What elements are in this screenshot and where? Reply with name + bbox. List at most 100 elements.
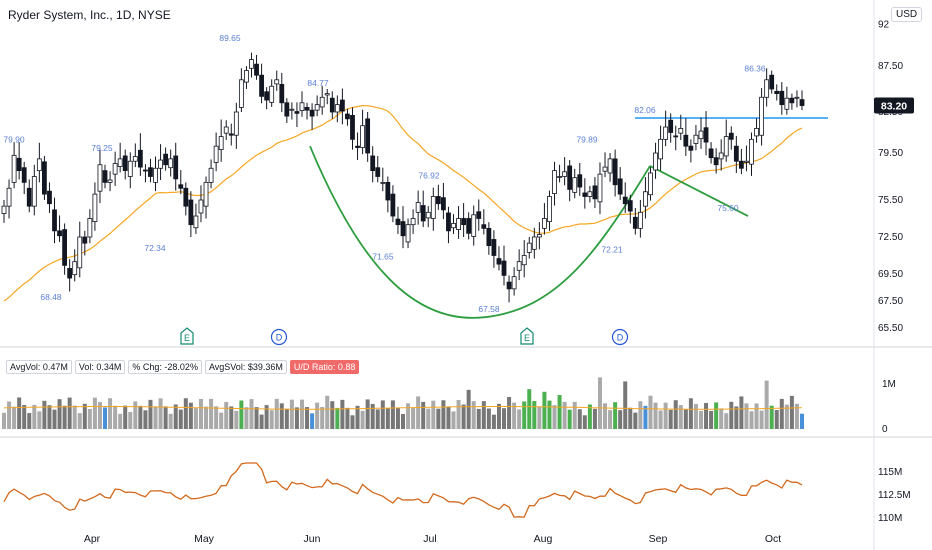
candle-body xyxy=(430,196,436,219)
candle-body xyxy=(577,174,583,188)
event-label: E xyxy=(524,333,530,343)
candle-body xyxy=(299,102,305,112)
volume-bar xyxy=(52,409,57,429)
candle-body xyxy=(506,281,512,290)
candle-body xyxy=(617,178,623,195)
candle-body xyxy=(168,158,174,169)
volume-bar xyxy=(82,403,87,429)
candle-body xyxy=(764,79,770,98)
candle-body xyxy=(683,134,689,147)
volume-bar xyxy=(416,396,421,429)
candle-body xyxy=(153,167,158,183)
indicator-tick-label: 115M xyxy=(878,467,902,478)
candle-body xyxy=(87,218,93,238)
candle-body xyxy=(435,196,441,205)
candle-body xyxy=(481,224,487,229)
volume-bar xyxy=(128,412,133,429)
candle-body xyxy=(158,159,163,169)
price-marker-label: 67.58 xyxy=(478,304,500,314)
candle-body xyxy=(738,160,744,169)
volume-bar xyxy=(62,405,67,429)
time-tick-label: May xyxy=(194,533,215,545)
volume-bar xyxy=(269,410,274,429)
price-tick-label: 67.50 xyxy=(878,296,903,307)
volume-bar xyxy=(325,395,330,429)
candle-body xyxy=(769,74,775,90)
candle-body xyxy=(1,205,7,214)
candle-body xyxy=(319,96,325,108)
volume-bar xyxy=(274,398,279,429)
volume-bar xyxy=(193,408,198,429)
volume-bar xyxy=(204,406,209,429)
volume-bar xyxy=(759,410,764,429)
currency-badge[interactable]: USD xyxy=(891,7,923,22)
volume-bar xyxy=(87,408,92,429)
event-label: D xyxy=(617,333,624,343)
candle-body xyxy=(708,148,714,159)
volume-bar xyxy=(72,405,77,429)
volume-bar xyxy=(608,410,613,429)
candle-body xyxy=(203,181,209,207)
dividend-event-icon xyxy=(270,328,288,346)
candle-body xyxy=(269,85,275,103)
volume-bar xyxy=(693,403,698,429)
volume-bar xyxy=(582,415,587,429)
volume-bar xyxy=(264,405,269,429)
price-tick-label: 65.50 xyxy=(878,323,903,334)
time-tick-label: Aug xyxy=(534,533,553,545)
candle-body xyxy=(244,70,249,83)
volume-stat: AvgVol: 0.47M xyxy=(6,360,72,374)
volume-stat: Vol: 0.34M xyxy=(74,360,126,374)
volume-bar xyxy=(683,409,688,429)
volume-bar xyxy=(224,402,229,429)
volume-bar xyxy=(234,410,239,429)
candle-body xyxy=(582,192,588,197)
volume-bar xyxy=(330,401,335,429)
volume-bar xyxy=(108,398,113,429)
candle-body xyxy=(208,167,214,183)
time-tick-label: Apr xyxy=(84,533,101,545)
candle-body xyxy=(441,197,446,211)
candle-body xyxy=(67,268,73,279)
candle-body xyxy=(198,199,204,214)
candle-body xyxy=(733,145,739,162)
volume-bar xyxy=(183,398,188,429)
indicator-tick-label: 110M xyxy=(878,513,902,524)
price-tick-label: 92 xyxy=(878,20,890,31)
handle-line xyxy=(649,165,749,217)
candle-body xyxy=(309,109,315,117)
candle-body xyxy=(521,255,527,266)
candle-body xyxy=(72,261,78,276)
candle-body xyxy=(496,258,502,265)
candle-body xyxy=(97,164,103,192)
candle-body xyxy=(410,218,416,226)
candle-body xyxy=(238,79,244,108)
candle-body xyxy=(688,145,694,151)
candle-body xyxy=(779,90,785,106)
volume-bar xyxy=(350,415,355,429)
candle-body xyxy=(264,91,270,101)
candle-body xyxy=(511,276,517,290)
volume-bar xyxy=(219,412,224,429)
time-tick-label: Oct xyxy=(765,533,781,545)
candle-body xyxy=(127,160,133,177)
volume-bar xyxy=(638,401,643,429)
volume-bar xyxy=(365,399,370,429)
candle-body xyxy=(567,165,573,190)
candle-body xyxy=(491,239,497,256)
volume-bar xyxy=(653,402,658,429)
candle-body xyxy=(370,155,376,172)
volume-bar xyxy=(92,397,97,429)
volume-bar xyxy=(385,408,390,429)
volume-bar xyxy=(774,409,779,429)
volume-bar xyxy=(395,407,400,429)
price-marker-label: 72.34 xyxy=(144,243,166,253)
price-marker-label: 75.60 xyxy=(717,203,739,213)
volume-bar xyxy=(512,402,517,429)
volume-bar xyxy=(592,408,597,429)
indicator-tick-label: 112.5M xyxy=(878,490,911,501)
volume-bar xyxy=(67,397,72,429)
candle-body xyxy=(274,79,280,85)
